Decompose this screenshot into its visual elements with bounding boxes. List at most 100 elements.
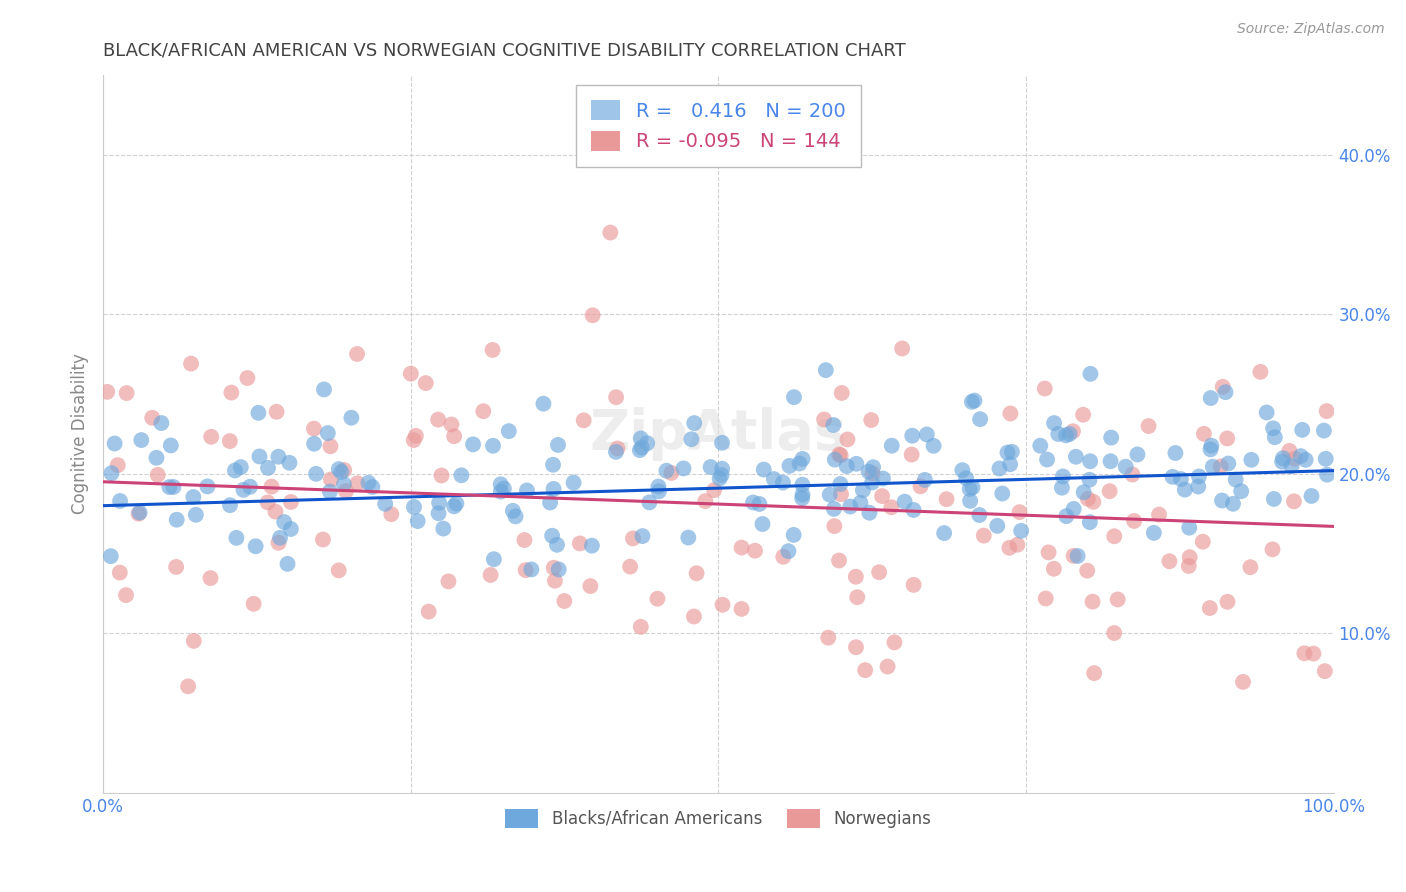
Point [340, 410, 363, 425]
Point [489, 477, 512, 491]
Point [516, 483, 538, 498]
Point [402, 500, 425, 514]
Point [547, 438, 569, 452]
Point [1077, 491, 1099, 506]
Point [893, 494, 915, 508]
Point [751, 516, 773, 531]
Point [572, 413, 595, 427]
Point [1050, 481, 1073, 495]
Point [150, 416, 173, 430]
Point [1313, 664, 1336, 678]
Point [683, 416, 706, 430]
Point [427, 412, 450, 426]
Point [1187, 479, 1209, 493]
Point [1177, 558, 1199, 573]
Point [546, 538, 568, 552]
Point [245, 539, 267, 553]
Point [333, 477, 356, 491]
Point [1191, 534, 1213, 549]
Point [998, 541, 1021, 555]
Point [472, 404, 495, 418]
Point [1199, 442, 1222, 457]
Point [1143, 525, 1166, 540]
Point [1188, 469, 1211, 483]
Point [276, 557, 298, 571]
Point [280, 495, 302, 509]
Point [1316, 404, 1339, 418]
Point [683, 609, 706, 624]
Point [934, 526, 956, 541]
Point [858, 506, 880, 520]
Point [901, 428, 924, 442]
Point [831, 386, 853, 401]
Point [406, 514, 429, 528]
Point [1147, 508, 1170, 522]
Point [778, 458, 800, 473]
Point [1216, 595, 1239, 609]
Point [1001, 445, 1024, 459]
Point [828, 553, 851, 567]
Point [1066, 549, 1088, 563]
Point [1078, 454, 1101, 468]
Point [910, 479, 932, 493]
Point [955, 471, 977, 485]
Point [581, 539, 603, 553]
Point [950, 463, 973, 477]
Point [973, 528, 995, 542]
Point [225, 531, 247, 545]
Point [1199, 391, 1222, 405]
Point [880, 500, 903, 515]
Point [648, 484, 671, 499]
Point [1107, 592, 1129, 607]
Point [100, 466, 122, 480]
Point [115, 386, 138, 401]
Point [1064, 450, 1087, 464]
Point [830, 448, 852, 462]
Point [630, 441, 652, 455]
Point [492, 482, 515, 496]
Point [312, 383, 335, 397]
Point [437, 574, 460, 589]
Point [520, 562, 543, 576]
Point [380, 507, 402, 521]
Point [489, 484, 512, 499]
Point [1284, 451, 1306, 466]
Point [762, 472, 785, 486]
Point [823, 417, 845, 432]
Point [219, 498, 242, 512]
Text: BLACK/AFRICAN AMERICAN VS NORWEGIAN COGNITIVE DISABILITY CORRELATION CHART: BLACK/AFRICAN AMERICAN VS NORWEGIAN COGN… [103, 42, 905, 60]
Point [1008, 505, 1031, 519]
Point [778, 544, 800, 558]
Point [783, 390, 806, 404]
Point [655, 464, 678, 478]
Point [1301, 489, 1323, 503]
Point [430, 468, 453, 483]
Point [1239, 560, 1261, 574]
Point [568, 536, 591, 550]
Point [1123, 514, 1146, 528]
Point [914, 473, 936, 487]
Point [443, 429, 465, 443]
Point [823, 519, 845, 533]
Point [330, 465, 353, 479]
Point [1289, 449, 1312, 463]
Point [180, 357, 202, 371]
Point [319, 439, 342, 453]
Point [792, 487, 814, 501]
Point [242, 597, 264, 611]
Point [709, 471, 731, 485]
Point [1249, 365, 1271, 379]
Point [1043, 416, 1066, 430]
Point [860, 475, 883, 490]
Point [772, 475, 794, 490]
Point [1043, 562, 1066, 576]
Point [963, 393, 986, 408]
Point [1202, 459, 1225, 474]
Point [1161, 470, 1184, 484]
Point [346, 347, 368, 361]
Point [1263, 491, 1285, 506]
Point [1232, 674, 1254, 689]
Point [880, 439, 903, 453]
Point [1215, 385, 1237, 400]
Y-axis label: Cognitive Disability: Cognitive Disability [72, 353, 89, 515]
